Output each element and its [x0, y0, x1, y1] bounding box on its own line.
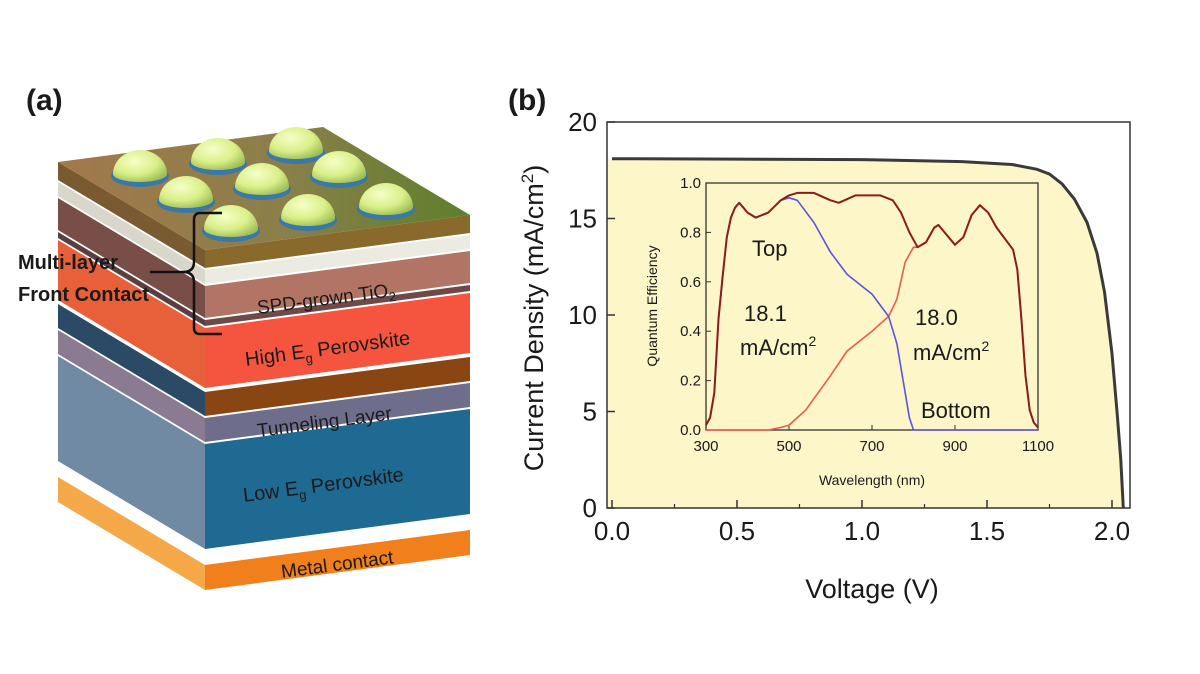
- inset-y-axis-label: Quantum Efficiency: [644, 245, 660, 366]
- layer-side-top-contact-plate: [58, 162, 205, 268]
- x-tick-label: 0.5: [719, 516, 755, 546]
- y-tick-label: 0: [583, 493, 597, 523]
- dome: [233, 163, 291, 200]
- x-tick-label: 0.0: [594, 516, 630, 546]
- inset-series: [705, 191, 1039, 431]
- inset-x-tick-label: 700: [859, 438, 884, 455]
- dome: [267, 127, 325, 164]
- inset-y-tick-label: 0.8: [680, 224, 701, 241]
- panel-a-label: (a): [26, 84, 63, 117]
- layer-front-thin-dark-layer: [205, 285, 470, 326]
- layer-front-high-eg-perovskite: [205, 293, 470, 388]
- dome: [279, 194, 337, 231]
- annotation-top-value: 18.1: [744, 301, 787, 326]
- x-tick-label: 1.0: [844, 516, 880, 546]
- inset-y-tick-label: 1.0: [680, 175, 701, 192]
- dome: [357, 183, 415, 220]
- layer-side-high-eg-perovskite: [58, 240, 205, 388]
- layer-side-thin-dark-layer: [58, 232, 205, 326]
- inset-y-tick-label: 0.2: [680, 373, 701, 390]
- qe-series-total: [705, 191, 1039, 429]
- x-tick-label: 2.0: [1094, 516, 1130, 546]
- annotation-bottom-unit: mA/cm2: [913, 338, 989, 365]
- dome: [189, 138, 247, 175]
- layer-front-brown-layer: [205, 357, 470, 416]
- panel-b-label: (b): [508, 84, 546, 117]
- dome: [310, 151, 368, 188]
- panel-a: (a) SPD-grown TiO2 High Eg Perovskite Tu…: [18, 84, 470, 590]
- inset-y-tick-label: 0.4: [680, 323, 701, 340]
- layer-front-spd-tio2: [205, 251, 470, 318]
- layer-front-low-eg-perovskite: [205, 409, 470, 549]
- layer-front-metal-contact: [205, 530, 470, 590]
- inset-x-tick-label: 500: [776, 438, 801, 455]
- inset-plot-frame: [705, 182, 1039, 431]
- inset-y-tick-label: 0.0: [680, 422, 701, 439]
- dome: [111, 150, 169, 187]
- annotation-top-unit: mA/cm2: [740, 333, 816, 360]
- x-tick-label: 1.5: [969, 516, 1005, 546]
- bracket-label-line2: Front Contact: [18, 284, 149, 306]
- layer-side-brown-layer: [58, 304, 205, 416]
- bracket-label-line1: Multi-layer: [18, 252, 118, 274]
- inset-x-tick-label: 1100: [1022, 438, 1054, 455]
- y-tick-label: 5: [583, 397, 597, 427]
- front-contact-bracket: [150, 211, 222, 336]
- dome-array: [111, 127, 415, 242]
- y-tick-label: 10: [568, 300, 597, 330]
- dome: [157, 176, 215, 213]
- annotation-bottom-value: 18.0: [915, 305, 958, 330]
- main-axis-ticks: 0.0 0.5 1.0 1.5 2.0 0 5 10 15 20: [568, 107, 1130, 546]
- inset-x-tick-label: 900: [942, 438, 967, 455]
- y-axis-label: Current Density (mA/cm2): [518, 165, 549, 472]
- layer-side-tunneling-layer: [58, 330, 205, 442]
- layer-side-metal-contact: [58, 477, 205, 590]
- annotation-bottom: Bottom: [921, 398, 991, 423]
- jv-curve: [611, 157, 1125, 509]
- inset-x-tick-label: 300: [693, 438, 718, 455]
- annotation-top: Top: [752, 236, 787, 261]
- layer-front-top-contact-plate: [205, 215, 470, 268]
- x-axis-label: Voltage (V): [805, 574, 939, 604]
- layer-stack: [58, 127, 470, 590]
- layer-side-white-layer: [58, 182, 205, 284]
- y-tick-label: 20: [568, 107, 597, 137]
- layer-side-low-eg-perovskite: [58, 356, 205, 549]
- inset-y-tick-label: 0.6: [680, 274, 701, 291]
- layer-front-white-layer: [205, 235, 470, 284]
- inset-x-axis-label: Wavelength (nm): [819, 472, 925, 488]
- layer-front-tunneling-layer: [205, 383, 470, 442]
- inset-qe-chart: 300 500 700 900 1100 0.0 0.2 0.4 0.6 0.8 1.0 Wavel…: [644, 175, 1054, 488]
- y-tick-label: 15: [568, 204, 597, 234]
- layer-side-spd-tio2: [58, 198, 205, 318]
